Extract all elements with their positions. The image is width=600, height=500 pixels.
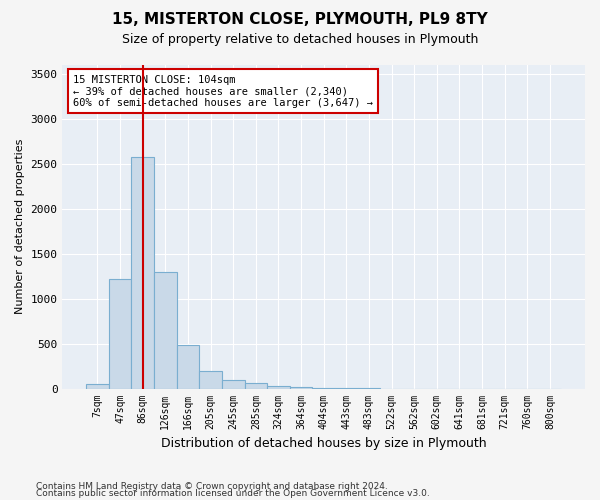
X-axis label: Distribution of detached houses by size in Plymouth: Distribution of detached houses by size … xyxy=(161,437,487,450)
Bar xyxy=(109,279,131,388)
Text: Contains public sector information licensed under the Open Government Licence v3: Contains public sector information licen… xyxy=(36,490,430,498)
Bar xyxy=(86,384,109,388)
Bar xyxy=(290,387,313,388)
Bar xyxy=(131,156,154,388)
Text: Size of property relative to detached houses in Plymouth: Size of property relative to detached ho… xyxy=(122,32,478,46)
Bar xyxy=(267,386,290,388)
Y-axis label: Number of detached properties: Number of detached properties xyxy=(15,139,25,314)
Text: 15 MISTERTON CLOSE: 104sqm
← 39% of detached houses are smaller (2,340)
60% of s: 15 MISTERTON CLOSE: 104sqm ← 39% of deta… xyxy=(73,74,373,108)
Bar xyxy=(245,383,267,388)
Bar xyxy=(154,272,176,388)
Bar xyxy=(199,370,222,388)
Bar xyxy=(222,380,245,388)
Text: Contains HM Land Registry data © Crown copyright and database right 2024.: Contains HM Land Registry data © Crown c… xyxy=(36,482,388,491)
Text: 15, MISTERTON CLOSE, PLYMOUTH, PL9 8TY: 15, MISTERTON CLOSE, PLYMOUTH, PL9 8TY xyxy=(112,12,488,28)
Bar xyxy=(176,346,199,389)
